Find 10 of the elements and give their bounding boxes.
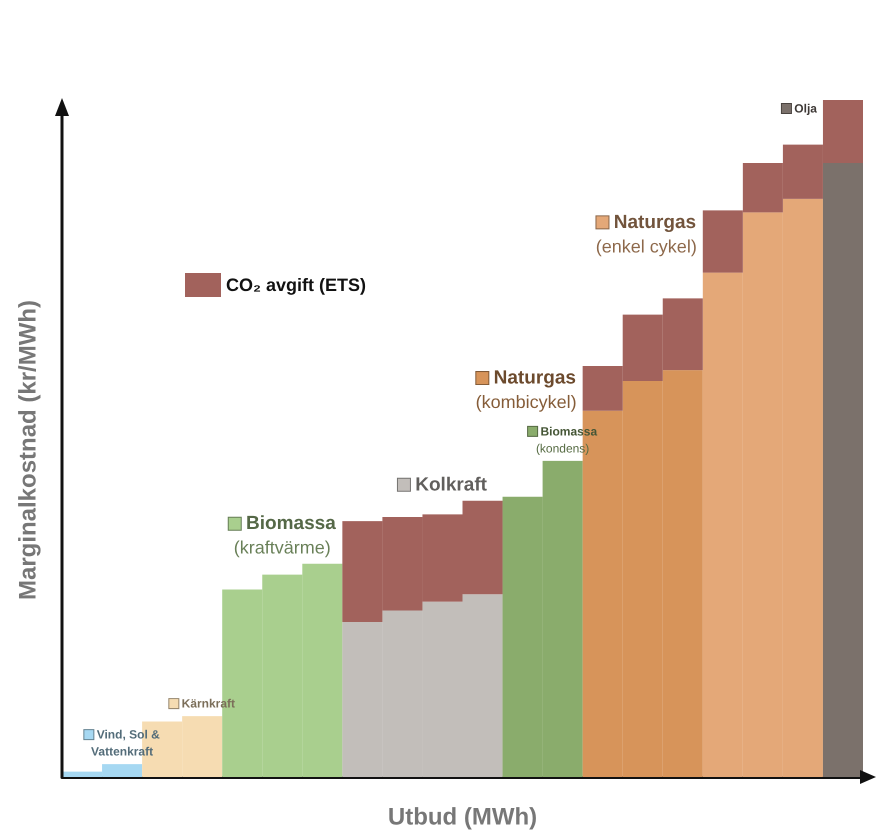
legend-label: Olja xyxy=(790,102,818,116)
legend-label: Naturgas (enkel cykel) xyxy=(596,212,697,256)
legend-label: Vind, Sol & Vattenkraft xyxy=(91,728,160,759)
legend-label: Biomassa (kraftvärme) xyxy=(234,513,336,558)
legend-label: CO₂ avgift (ETS) xyxy=(226,275,366,295)
bar xyxy=(822,162,863,777)
legend-label: Naturgas (kombicykel) xyxy=(476,368,577,412)
x-axis-title: Utbud (MWh) xyxy=(388,804,538,830)
legend-label: Kolkraft xyxy=(410,474,488,496)
y-axis-title: Marginalkostnad (kr/MWh) xyxy=(14,300,42,600)
